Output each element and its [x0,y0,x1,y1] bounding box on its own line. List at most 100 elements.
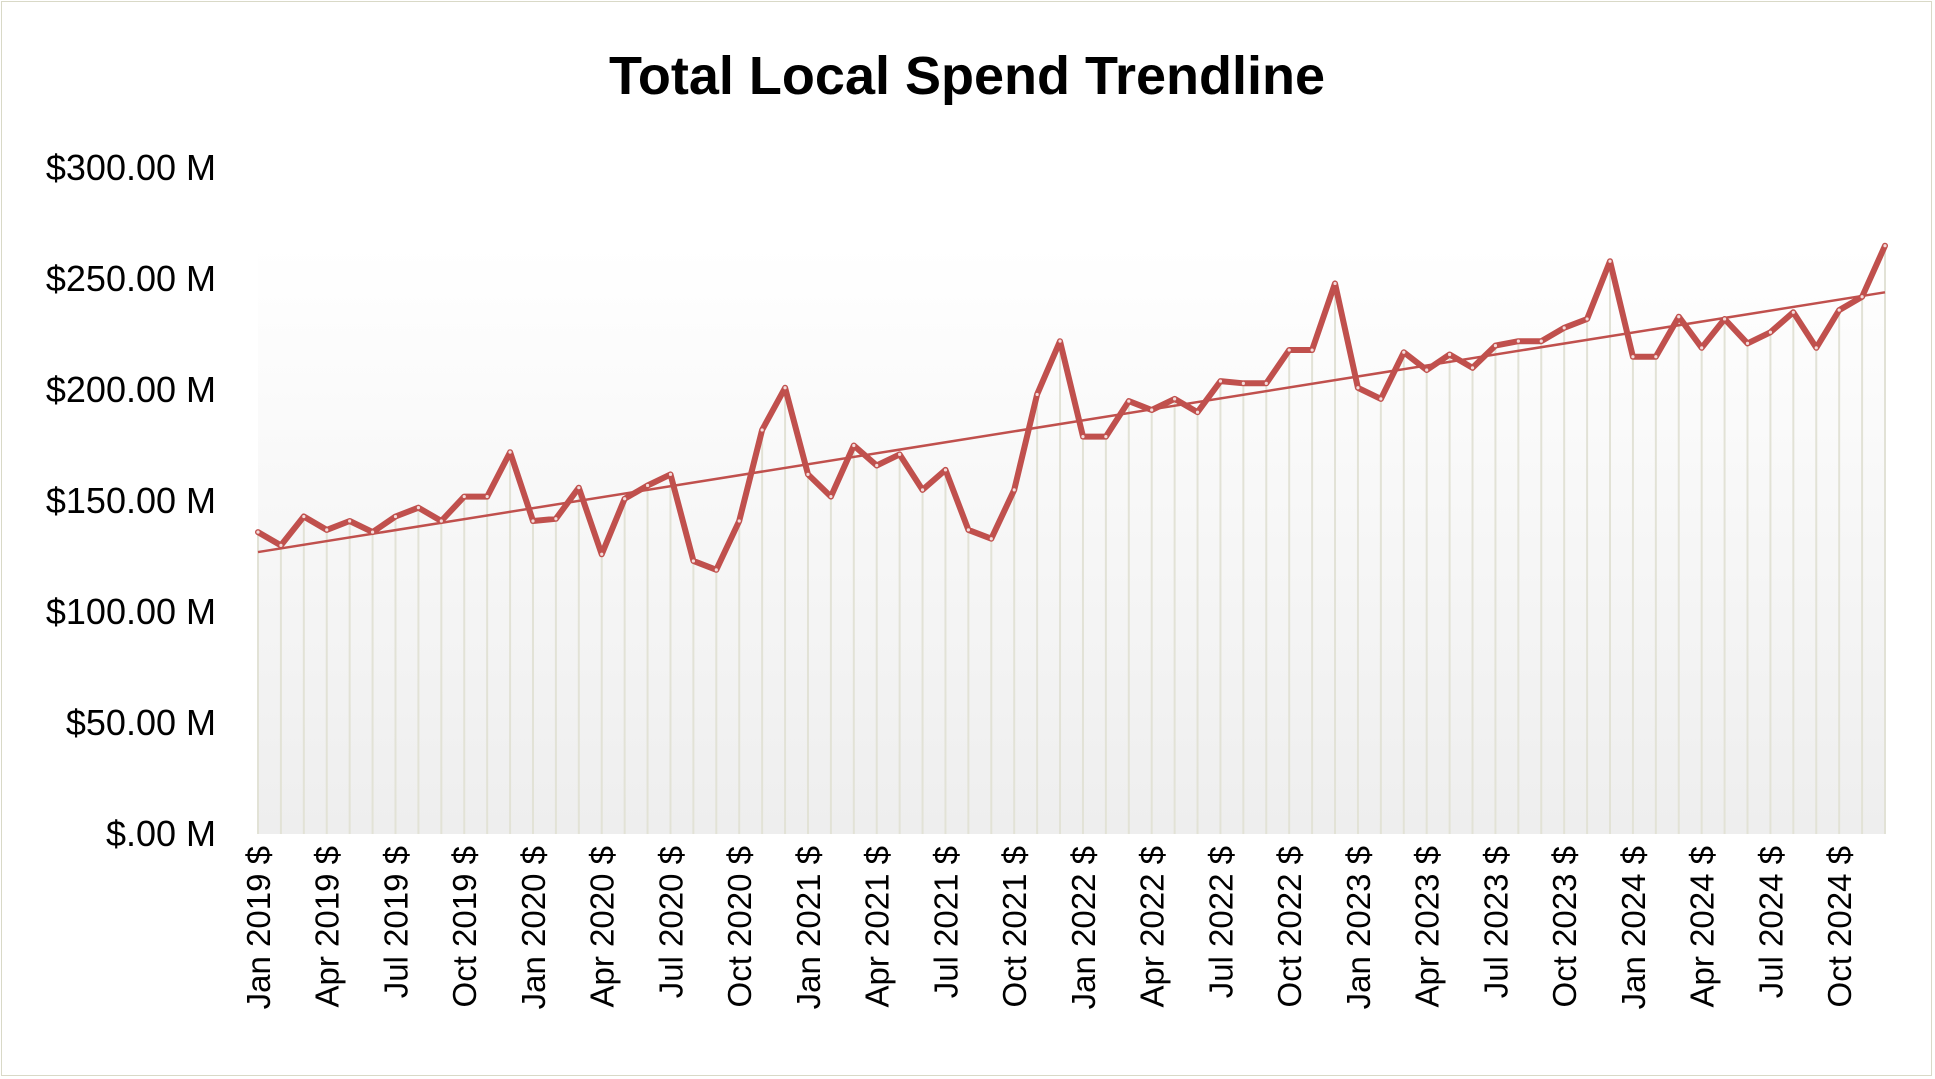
data-point [279,543,283,548]
y-tick-label: $200.00 M [46,369,216,410]
x-tick-label: Oct 2022 $ [1271,846,1308,1007]
data-point [1402,350,1406,354]
data-point [1722,317,1727,321]
data-point [668,472,673,476]
x-tick-label: Apr 2023 $ [1409,846,1446,1007]
data-point [439,519,443,523]
data-point [1700,346,1704,350]
data-point [645,483,650,488]
data-point [1425,368,1429,372]
data-point [1677,315,1681,319]
data-point [623,497,627,501]
data-point [714,568,718,572]
x-tick-label: Apr 2022 $ [1134,846,1171,1007]
data-point [508,450,512,454]
data-point [783,386,787,390]
y-tick-label: $100.00 M [46,591,216,632]
drop-lines [257,245,1886,834]
data-point [1837,308,1841,312]
data-point [1356,386,1360,390]
y-tick-label: $300.00 M [46,147,216,188]
x-tick-label: Jan 2019 $ [240,846,277,1009]
data-point [920,488,925,492]
data-point [1012,488,1016,492]
x-tick-label: Jul 2020 $ [652,846,689,998]
data-point [325,528,329,532]
data-point [485,494,489,499]
data-point [806,472,810,476]
data-point [760,428,764,432]
data-point [898,452,902,456]
data-point [1081,435,1085,439]
data-point [256,530,260,534]
data-point [462,494,466,499]
x-tick-label: Jul 2019 $ [377,846,414,998]
chart-title: Total Local Spend Trendline [609,46,1325,106]
data-point [1218,379,1223,383]
data-point [966,528,970,532]
x-tick-label: Apr 2020 $ [584,846,621,1007]
x-tick-label: Oct 2020 $ [721,846,758,1007]
data-point [1241,381,1245,385]
data-point [852,443,856,448]
data-point [416,506,421,510]
data-point [1585,317,1589,321]
x-tick-label: Oct 2019 $ [446,846,483,1007]
data-point [1379,397,1383,401]
data-point [1608,259,1612,263]
data-point [1883,244,1887,248]
x-tick-label: Oct 2023 $ [1546,846,1583,1007]
data-point [370,530,375,534]
data-point [531,519,535,523]
data-point [1287,348,1291,352]
data-point [1493,344,1498,348]
x-tick-label: Jan 2024 $ [1615,846,1652,1009]
x-tick-label: Jul 2023 $ [1477,846,1514,998]
data-point [1860,295,1864,299]
x-tick-label: Jan 2023 $ [1340,846,1377,1009]
x-tick-label: Jan 2022 $ [1065,846,1102,1009]
y-axis-ticks: $.00 M $50.00 M $100.00 M $150.00 M $200.00 … [46,147,216,854]
data-point [943,468,948,472]
series-group [255,242,1888,573]
x-tick-label: Apr 2019 $ [309,846,346,1007]
y-tick-label: $250.00 M [46,258,216,299]
data-point [1104,435,1108,439]
data-point [1470,366,1475,370]
y-tick-label: $150.00 M [46,480,216,521]
data-point [1173,397,1177,401]
data-point [600,552,604,556]
x-tick-label: Apr 2024 $ [1684,846,1721,1007]
data-point [348,519,352,523]
series-line-total-local-spend [255,242,1888,573]
x-tick-label: Oct 2024 $ [1821,846,1858,1007]
data-point [554,517,558,521]
data-point [1035,392,1039,397]
x-tick-label: Oct 2021 $ [996,846,1033,1007]
data-point [1654,355,1658,359]
data-point [737,519,741,523]
data-point [1127,399,1131,403]
data-point [1150,408,1154,412]
data-point [1333,281,1337,286]
data-point [302,514,306,519]
data-point [1516,339,1520,343]
data-point [989,537,993,541]
plot-area [258,245,1885,834]
data-point [1631,355,1635,359]
data-point [1310,348,1314,352]
x-tick-label: Jul 2024 $ [1752,846,1789,998]
data-point [1745,341,1750,345]
data-point [875,463,879,468]
x-tick-label: Apr 2021 $ [859,846,896,1007]
data-point [1562,326,1566,330]
x-axis-ticks: Jan 2019 $ Apr 2019 $ Jul 2019 $ Oct 2019 $… [240,846,1858,1009]
data-point [1448,352,1452,357]
data-point [829,494,833,499]
x-tick-label: Jul 2021 $ [927,846,964,998]
data-point [1195,410,1200,414]
data-point [691,559,695,563]
data-point [1264,381,1268,385]
data-point [577,486,581,490]
